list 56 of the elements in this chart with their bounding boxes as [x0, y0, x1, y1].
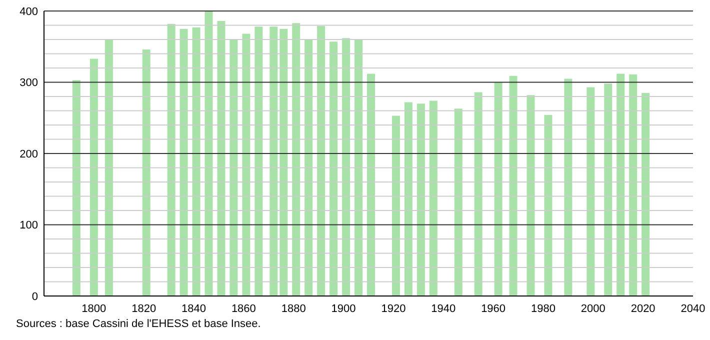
x-tick-label: 1840	[182, 302, 206, 315]
bar	[280, 28, 288, 296]
bar	[242, 34, 250, 296]
bar	[304, 40, 313, 296]
bar	[204, 11, 213, 296]
x-tick-label: 1980	[530, 302, 556, 315]
bar	[90, 58, 98, 296]
bar	[629, 74, 638, 296]
bar	[192, 27, 200, 296]
bar	[72, 80, 80, 296]
y-tick-label: 200	[20, 148, 38, 160]
bar	[544, 115, 552, 296]
bar	[616, 74, 625, 296]
bar	[292, 23, 300, 296]
bar	[354, 40, 363, 296]
bar	[367, 74, 376, 296]
bar	[270, 26, 278, 296]
bar	[494, 82, 502, 296]
bar	[474, 92, 482, 296]
y-tick-label: 400	[20, 6, 38, 18]
x-tick-label: 1920	[381, 302, 406, 315]
x-tick-label: 2000	[580, 302, 606, 315]
y-tick-label: 300	[20, 77, 38, 90]
bar	[180, 28, 188, 296]
bar	[509, 76, 518, 296]
source-note: Sources : base Cassini de l'EHESS et base Insee.	[16, 318, 262, 330]
x-tick-label: 1960	[481, 302, 506, 315]
bar	[429, 100, 438, 296]
bar	[642, 92, 650, 296]
bar	[230, 40, 238, 296]
bar	[604, 84, 612, 296]
x-tick-label: 2040	[680, 302, 706, 315]
bar	[404, 102, 412, 296]
bar	[254, 26, 263, 296]
bar	[586, 87, 595, 296]
y-tick-label: 100	[20, 220, 38, 232]
x-tick-label: 1860	[231, 302, 256, 315]
bar	[217, 20, 226, 296]
x-tick-label: 2020	[630, 302, 656, 315]
bar	[142, 49, 150, 296]
x-tick-label: 1940	[431, 302, 456, 315]
bar	[416, 104, 425, 296]
x-tick-label: 1900	[331, 302, 356, 315]
bar	[342, 38, 350, 296]
bar	[330, 42, 338, 296]
x-tick-label: 1820	[132, 302, 156, 315]
x-tick-label: 1800	[82, 302, 106, 315]
bar	[317, 26, 326, 296]
y-tick-label: 0	[32, 290, 38, 303]
bar	[104, 40, 113, 296]
x-tick-label: 1880	[281, 302, 306, 315]
bar	[167, 24, 176, 296]
bar	[564, 78, 572, 296]
bar	[526, 95, 535, 296]
bar	[392, 116, 400, 296]
bar	[454, 108, 462, 296]
